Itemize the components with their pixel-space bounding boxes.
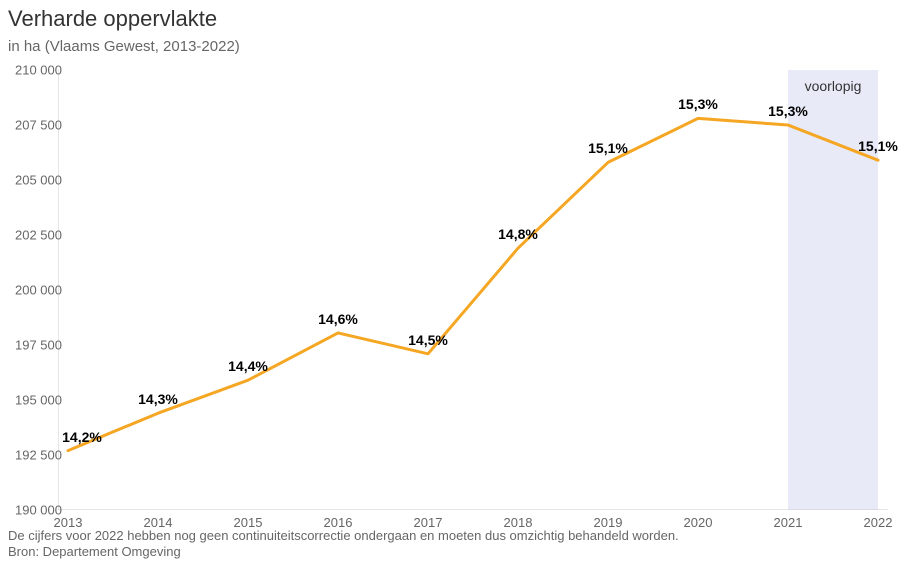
y-tick-label: 195 000 [2,393,62,408]
y-tick-label: 210 000 [2,63,62,78]
footnote-line-2: Bron: Departement Omgeving [8,544,181,559]
y-tick-label: 200 000 [2,283,62,298]
data-point-label: 14,5% [408,332,448,348]
x-tick-label: 2021 [774,515,803,530]
data-point-label: 15,1% [588,140,628,156]
y-tick-label: 207 500 [2,118,62,133]
y-tick-label: 197 500 [2,338,62,353]
y-tick-label: 192 500 [2,448,62,463]
footnote-line-1: De cijfers voor 2022 hebben nog geen con… [8,528,679,543]
chart-title: Verharde oppervlakte [8,6,217,32]
provisional-band [788,70,878,510]
data-point-label: 14,4% [228,358,268,374]
data-point-label: 15,3% [678,96,718,112]
y-tick-label: 202 500 [2,228,62,243]
data-line [68,118,878,450]
chart-subtitle: in ha (Vlaams Gewest, 2013-2022) [8,38,240,55]
x-tick-label: 2022 [864,515,893,530]
data-point-label: 14,2% [62,429,102,445]
y-tick-label: 205 000 [2,173,62,188]
data-point-label: 15,3% [768,103,808,119]
provisional-band-label: voorlopig [805,78,862,94]
data-point-label: 14,3% [138,391,178,407]
line-chart [58,70,888,510]
data-point-label: 14,8% [498,226,538,242]
x-tick-label: 2020 [684,515,713,530]
data-point-label: 14,6% [318,311,358,327]
data-point-label: 15,1% [858,138,898,154]
